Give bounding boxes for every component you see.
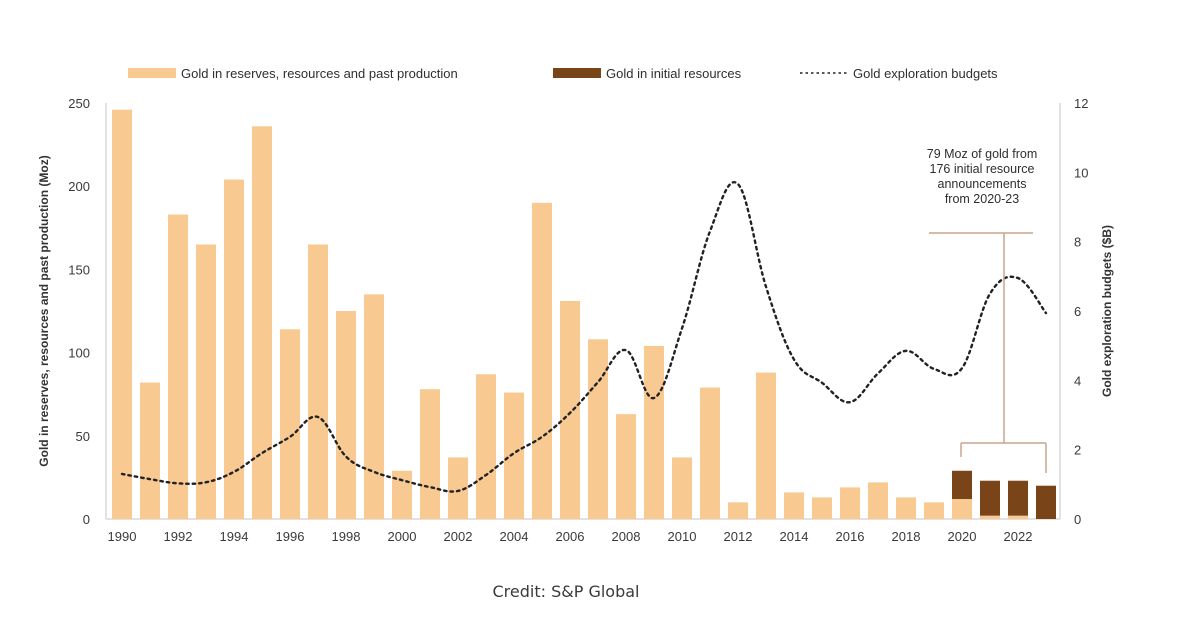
bar-reserves-resources-production: [364, 294, 384, 519]
bar-reserves-resources-production: [672, 457, 692, 519]
bar-initial-resources: [1008, 480, 1028, 516]
x-tick-label: 2018: [892, 529, 921, 544]
bar-reserves-resources-production: [252, 126, 272, 520]
bar-reserves-resources-production: [560, 301, 580, 519]
bar-reserves-resources-production: [280, 329, 300, 519]
legend-label: Gold exploration budgets: [853, 66, 998, 81]
bar-reserves-resources-production: [448, 457, 468, 519]
bar-reserves-resources-production: [952, 499, 972, 519]
bar-reserves-resources-production: [1008, 515, 1028, 519]
bar-reserves-resources-production: [896, 497, 916, 519]
x-tick-label: 2010: [668, 529, 697, 544]
x-tick-labels: 1990 1992 1994 1996 1998 2000 2002 2004 2006 2008…: [108, 529, 1033, 544]
legend: Gold in reserves, resources and past pro…: [128, 66, 998, 81]
annotation-text-line: announcements: [938, 177, 1027, 191]
x-tick-label: 2000: [388, 529, 417, 544]
x-tick-label: 2008: [612, 529, 641, 544]
bar-reserves-resources-production: [168, 214, 188, 519]
bar-reserves-resources-production: [140, 382, 160, 519]
y-axis-title: Gold in reserves, resources and past pro…: [37, 155, 51, 466]
bar-reserves-resources-production: [616, 414, 636, 519]
bar-reserves-resources-production: [420, 389, 440, 519]
bars: [112, 109, 1056, 520]
y-tick-label: 0: [83, 512, 90, 527]
x-tick-label: 2016: [836, 529, 865, 544]
bar-reserves-resources-production: [224, 179, 244, 519]
y-tick-label: 100: [68, 346, 90, 361]
bar-reserves-resources-production: [532, 202, 552, 519]
y2-tick-labels: 0 2 4 6 8 10 12: [1074, 96, 1088, 527]
x-tick-label: 1996: [276, 529, 305, 544]
y2-axis-title: Gold exploration budgets ($B): [1100, 225, 1114, 397]
bar-reserves-resources-production: [588, 339, 608, 519]
bar-initial-resources: [980, 480, 1000, 516]
x-tick-label: 2020: [948, 529, 977, 544]
y2-tick-label: 6: [1074, 304, 1081, 319]
y2-tick-label: 4: [1074, 373, 1081, 388]
credit-caption: Credit: S&P Global: [492, 582, 640, 601]
x-tick-label: 1998: [332, 529, 361, 544]
x-tick-label: 1990: [108, 529, 137, 544]
x-tick-label: 1992: [164, 529, 193, 544]
bar-reserves-resources-production: [336, 311, 356, 519]
bar-reserves-resources-production: [840, 487, 860, 519]
y-tick-label: 250: [68, 96, 90, 111]
x-tick-label: 2006: [556, 529, 585, 544]
y2-tick-label: 0: [1074, 512, 1081, 527]
x-tick-label: 2022: [1004, 529, 1033, 544]
annotation-text-line: from 2020-23: [945, 192, 1019, 206]
bar-reserves-resources-production: [728, 502, 748, 519]
bar-reserves-resources-production: [868, 482, 888, 519]
bar-initial-resources: [952, 470, 972, 500]
x-tick-label: 2002: [444, 529, 473, 544]
bar-initial-resources: [1036, 485, 1056, 519]
bar-reserves-resources-production: [644, 345, 664, 519]
y-tick-label: 50: [76, 429, 90, 444]
x-tick-label: 2004: [500, 529, 529, 544]
y-tick-labels: 0 50 100 150 200 250: [68, 96, 90, 527]
bar-reserves-resources-production: [980, 515, 1000, 519]
axes: [105, 103, 1061, 520]
annotation-text-line: 79 Moz of gold from: [927, 147, 1037, 161]
y-tick-label: 200: [68, 179, 90, 194]
y2-tick-label: 8: [1074, 235, 1081, 250]
bar-reserves-resources-production: [700, 387, 720, 519]
y2-tick-label: 12: [1074, 96, 1088, 111]
y-tick-label: 150: [68, 262, 90, 277]
legend-label: Gold in reserves, resources and past pro…: [181, 66, 458, 81]
y2-tick-label: 10: [1074, 165, 1088, 180]
bar-reserves-resources-production: [476, 374, 496, 519]
bar-reserves-resources-production: [812, 497, 832, 519]
legend-swatch: [128, 68, 176, 78]
bar-reserves-resources-production: [924, 502, 944, 519]
bar-reserves-resources-production: [784, 492, 804, 519]
x-tick-label: 2012: [724, 529, 753, 544]
bar-reserves-resources-production: [504, 392, 524, 519]
x-tick-label: 2014: [780, 529, 809, 544]
x-tick-label: 1994: [220, 529, 249, 544]
bar-reserves-resources-production: [112, 109, 132, 519]
legend-label: Gold in initial resources: [606, 66, 742, 81]
y2-tick-label: 2: [1074, 443, 1081, 458]
bar-reserves-resources-production: [308, 244, 328, 519]
bar-reserves-resources-production: [756, 372, 776, 519]
legend-swatch: [553, 68, 601, 78]
bar-reserves-resources-production: [392, 470, 412, 519]
annotation-text-line: 176 initial resource: [930, 162, 1035, 176]
bar-reserves-resources-production: [196, 244, 216, 519]
